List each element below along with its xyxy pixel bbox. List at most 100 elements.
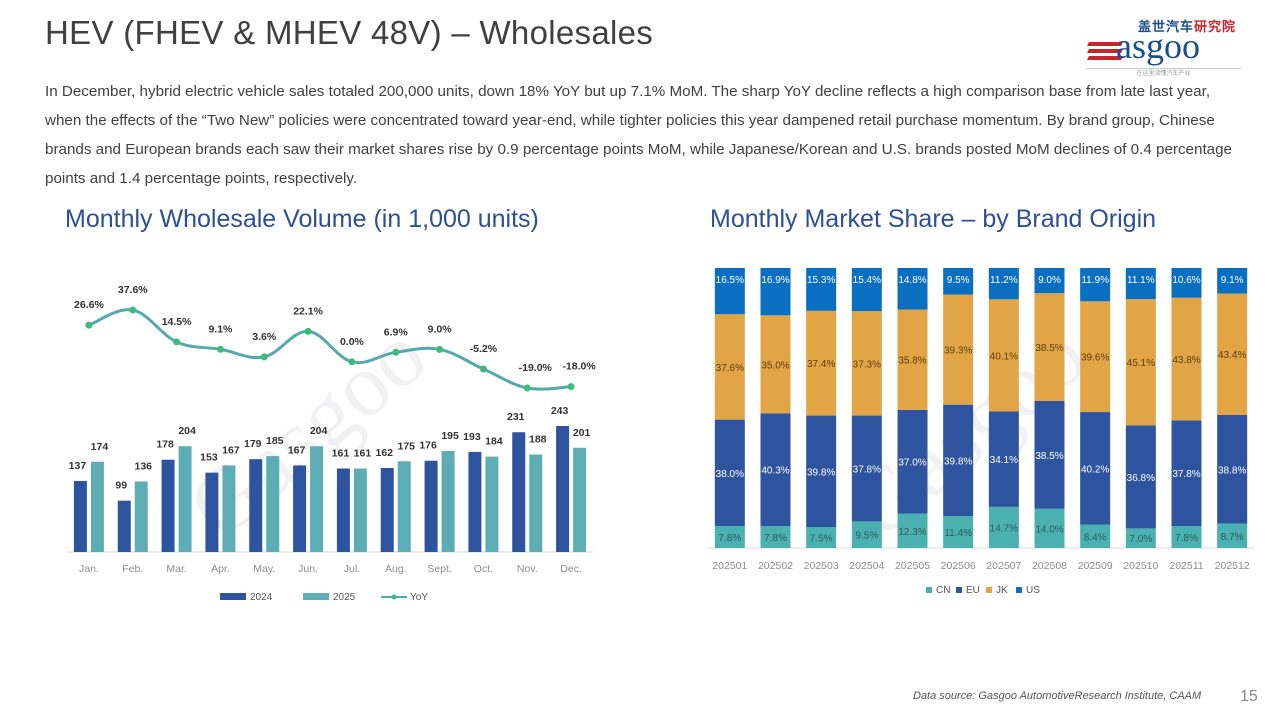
share-chart-title: Monthly Market Share – by Brand Origin [710, 205, 1157, 233]
segment-label-eu: 37.8% [853, 464, 881, 475]
x-tick-label: Aug. [385, 563, 407, 575]
segment-label-us: 14.8% [898, 275, 926, 286]
segment-cn [714, 526, 745, 548]
segment-label-cn: 7.8% [764, 533, 787, 544]
segment-label-cn: 7.5% [810, 534, 833, 545]
segment-label-us: 9.5% [947, 275, 970, 286]
legend-swatch-2025 [303, 593, 329, 600]
segment-label-jk: 43.8% [1172, 355, 1200, 366]
segment-label-us: 11.2% [990, 275, 1018, 286]
yoy-label: -5.2% [470, 343, 498, 355]
segment-label-us: 16.5% [716, 275, 744, 286]
x-tick-label: Apr. [211, 563, 230, 575]
yoy-label: 0.0% [340, 336, 365, 348]
segment-label-jk: 37.3% [853, 359, 881, 370]
segment-label-us: 15.4% [853, 275, 881, 286]
segment-label-jk: 39.3% [944, 346, 972, 357]
x-tick-label: Mar. [166, 563, 186, 575]
yoy-line [88, 308, 572, 391]
bar-2024-label: 231 [507, 411, 525, 423]
bar-2025-label: 161 [354, 448, 372, 460]
x-tick-label: Jan. [79, 563, 99, 575]
x-tick-label: Feb. [122, 563, 143, 575]
segment-label-jk: 37.4% [807, 359, 835, 370]
segment-label-cn: 12.3% [898, 527, 926, 538]
segment-us [760, 268, 791, 316]
legend-swatch-2024 [220, 593, 246, 600]
bar-2025-label: 184 [485, 436, 503, 448]
segment-label-jk: 40.1% [990, 351, 1018, 362]
bar-2024 [556, 426, 570, 552]
x-tick-label: 202506 [941, 560, 976, 572]
bar-2024 [468, 451, 482, 552]
bar-2025-label: 175 [397, 440, 415, 452]
segment-label-eu: 38.5% [1035, 451, 1063, 462]
bar-2024-label: 162 [375, 447, 393, 459]
yoy-label: 26.6% [74, 299, 104, 311]
yoy-marker [567, 383, 575, 391]
segment-jk [714, 314, 745, 420]
segment-jk [1080, 301, 1111, 413]
legend-label-2024: 2024 [250, 592, 273, 603]
segment-eu [1217, 415, 1248, 524]
segment-cn [1080, 524, 1111, 548]
segment-label-cn: 14.0% [1035, 524, 1063, 535]
yoy-label: 37.6% [118, 284, 148, 296]
legend-label-yoy: YoY [410, 592, 428, 603]
yoy-label: 6.9% [384, 326, 409, 338]
bar-2025-label: 167 [222, 444, 240, 456]
segment-label-cn: 9.5% [855, 531, 878, 542]
legend-label-cn: CN [936, 585, 950, 596]
x-tick-label: Nov. [517, 563, 538, 575]
legend-label-us: US [1026, 585, 1040, 596]
segment-eu [988, 411, 1019, 507]
segment-jk [988, 299, 1019, 412]
segment-jk [943, 294, 974, 405]
x-tick-label: 202502 [758, 560, 793, 572]
segment-cn [1217, 523, 1248, 548]
bar-2024-label: 176 [419, 440, 437, 452]
legend-label-2025: 2025 [333, 592, 356, 603]
x-tick-label: 202501 [712, 560, 747, 572]
segment-label-eu: 37.0% [898, 458, 926, 469]
segment-us [1217, 268, 1248, 294]
segment-label-eu: 39.8% [944, 456, 972, 467]
yoy-marker [173, 338, 181, 346]
segment-label-cn: 8.4% [1084, 532, 1107, 543]
bar-2025 [222, 465, 236, 552]
bar-2024 [205, 472, 219, 552]
x-tick-label: 202507 [986, 560, 1021, 572]
segment-label-eu: 37.8% [1172, 469, 1200, 480]
x-tick-label: 202510 [1123, 560, 1158, 572]
bar-2025-label: 188 [529, 434, 547, 446]
yoy-marker [392, 348, 400, 356]
bar-2025 [310, 446, 324, 552]
bar-2025-label: 174 [91, 441, 109, 453]
yoy-marker [436, 345, 444, 353]
bar-2024-label: 243 [551, 405, 569, 417]
bar-2025-label: 136 [134, 460, 152, 472]
segment-jk [851, 311, 882, 416]
segment-eu [1125, 425, 1156, 529]
segment-jk [1171, 297, 1202, 421]
volume-chart: 137 174 Jan. 99 136 Feb. 178 204 Mar. 153 167 Apr. 1… [67, 284, 596, 603]
segment-cn [1171, 526, 1202, 548]
bar-2025-label: 195 [441, 430, 459, 442]
segment-eu [714, 419, 745, 527]
segment-eu [760, 413, 791, 527]
yoy-label: 22.1% [293, 305, 323, 317]
segment-label-eu: 36.8% [1127, 473, 1155, 484]
segment-label-cn: 7.0% [1129, 534, 1152, 545]
segment-us [1125, 268, 1156, 300]
segment-label-eu: 38.8% [1218, 465, 1246, 476]
segment-jk [1217, 293, 1248, 415]
logo-tagline: 在这里读懂汽车产业 [1086, 68, 1241, 79]
segment-label-jk: 35.0% [761, 360, 789, 371]
yoy-marker [304, 327, 312, 335]
bar-2025 [266, 456, 280, 552]
bar-2025 [90, 461, 104, 552]
yoy-marker [129, 306, 137, 314]
bar-2024-label: 153 [200, 452, 218, 464]
segment-us [943, 268, 974, 295]
legend-label-jk: JK [996, 585, 1008, 596]
